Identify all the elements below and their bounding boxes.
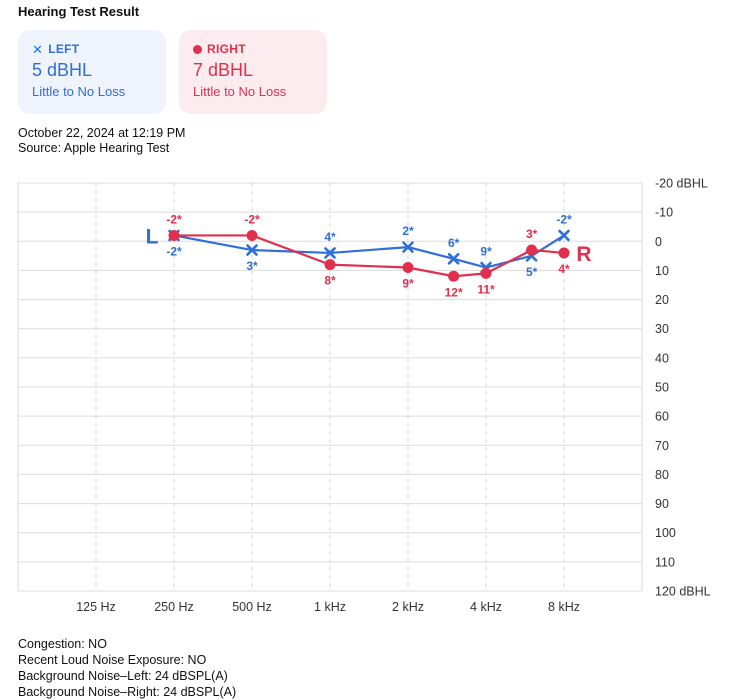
- right-ear-value: 7 dBHL: [193, 60, 254, 80]
- right-series-line: [174, 234, 565, 278]
- right-data-label: 9*: [402, 277, 414, 291]
- right-data-label: -2*: [166, 212, 182, 226]
- y-tick-label: 10: [655, 264, 669, 278]
- right-data-point: [402, 262, 414, 274]
- right-ear-description: Little to No Loss: [193, 84, 287, 99]
- y-tick-label: 120 dBHL: [655, 585, 711, 599]
- right-ear-header: RIGHT: [193, 42, 313, 56]
- left-ear-description: Little to No Loss: [32, 84, 126, 99]
- right-data-point: [168, 229, 180, 241]
- noise-exposure-line: Recent Loud Noise Exposure: NO: [18, 653, 207, 667]
- left-data-label: -2*: [166, 244, 182, 258]
- y-tick-label: 90: [655, 497, 669, 511]
- left-data-point: [402, 241, 414, 253]
- y-tick-label: -20 dBHL: [655, 177, 708, 191]
- left-data-point: [558, 229, 570, 242]
- left-series-line: [173, 234, 565, 269]
- y-tick-label: 60: [655, 410, 669, 424]
- right-data-point: [448, 270, 460, 282]
- test-meta: October 22, 2024 at 12:19 PM Source: App…: [18, 126, 185, 156]
- right-data-label: 12*: [445, 285, 463, 299]
- x-tick-label: 4 kHz: [470, 600, 502, 614]
- right-series-end-label: R: [576, 243, 591, 266]
- background-noise-right-line: Background Noise–Right: 24 dBSPL(A): [18, 685, 237, 699]
- right-data-point: [324, 259, 336, 271]
- left-data-label: -2*: [556, 212, 572, 226]
- left-data-label: 4*: [324, 230, 336, 244]
- y-tick-label: 30: [655, 322, 669, 336]
- x-tick-label: 8 kHz: [548, 600, 580, 614]
- y-tick-label: 0: [655, 235, 662, 249]
- y-tick-label: 70: [655, 439, 669, 453]
- left-ear-label: LEFT: [48, 42, 80, 56]
- x-tick-label: 500 Hz: [232, 600, 272, 614]
- right-data-point: [246, 229, 258, 241]
- y-tick-label: 20: [655, 293, 669, 307]
- x-tick-label: 2 kHz: [392, 600, 424, 614]
- circle-icon: [193, 44, 202, 54]
- left-ear-card: ✕ LEFT 5 dBHL Little to No Loss: [18, 30, 166, 114]
- left-series-end-label: L: [146, 225, 159, 248]
- test-conditions: Congestion: NO Recent Loud Noise Exposur…: [18, 636, 236, 700]
- right-data-point: [526, 244, 538, 256]
- background-noise-left-line: Background Noise–Left: 24 dBSPL(A): [18, 669, 228, 683]
- test-date: October 22, 2024 at 12:19 PM: [18, 126, 186, 140]
- left-data-point: [324, 247, 336, 259]
- left-data-label: 5*: [526, 265, 538, 279]
- left-data-label: 3*: [246, 259, 258, 273]
- left-data-point: [447, 252, 460, 265]
- test-source: Source: Apple Hearing Test: [18, 141, 170, 155]
- left-ear-value: 5 dBHL: [32, 60, 93, 80]
- x-tick-label: 1 kHz: [314, 600, 346, 614]
- right-data-point: [480, 267, 492, 279]
- y-tick-label: 50: [655, 381, 669, 395]
- y-tick-label: 80: [655, 468, 669, 482]
- y-tick-label: 110: [655, 555, 675, 569]
- cross-icon: ✕: [32, 41, 44, 57]
- y-tick-label: 40: [655, 351, 669, 365]
- right-data-label: 11*: [477, 282, 495, 296]
- left-data-point: [246, 244, 258, 256]
- right-data-label: 4*: [558, 262, 570, 276]
- congestion-line: Congestion: NO: [18, 637, 107, 651]
- y-tick-label: -10: [655, 206, 673, 220]
- left-data-label: 2*: [402, 224, 414, 238]
- right-data-label: 3*: [526, 227, 538, 241]
- right-ear-card: RIGHT 7 dBHL Little to No Loss: [179, 30, 327, 114]
- y-tick-label: 100: [655, 526, 676, 540]
- right-data-point: [558, 247, 570, 259]
- x-tick-label: 125 Hz: [76, 600, 116, 614]
- right-ear-label: RIGHT: [207, 42, 246, 56]
- x-tick-label: 250 Hz: [154, 600, 194, 614]
- left-data-label: 9*: [480, 245, 492, 259]
- page-title: Hearing Test Result: [18, 4, 140, 19]
- right-data-label: 8*: [324, 274, 336, 288]
- left-ear-header: ✕ LEFT: [32, 42, 152, 56]
- right-data-label: -2*: [244, 212, 260, 226]
- left-data-label: 6*: [448, 236, 460, 250]
